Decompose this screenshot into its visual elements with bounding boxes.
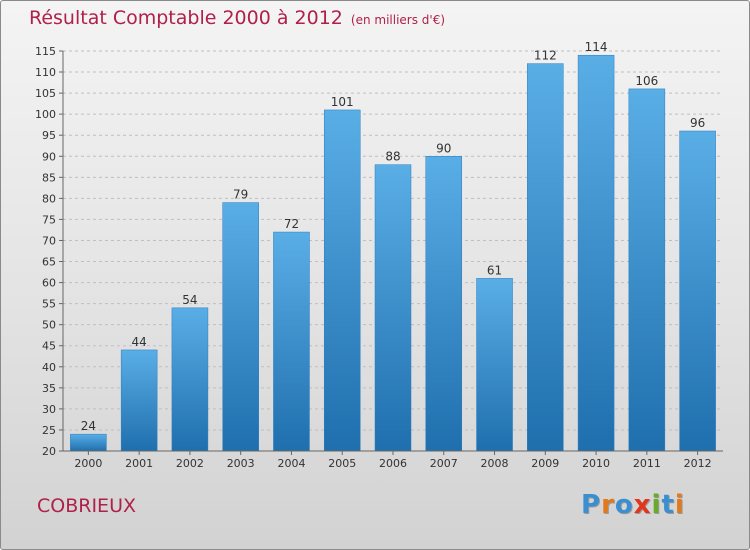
bar-2003 (222, 202, 259, 452)
x-tick-label: 2011 (633, 457, 661, 470)
y-tick-label: 65 (42, 256, 56, 269)
logo-letter: t (661, 490, 675, 520)
bar-2005 (323, 109, 361, 452)
y-tick-label: 75 (42, 213, 56, 226)
x-tick-label: 2006 (379, 457, 407, 470)
logo-letter: x (633, 490, 652, 520)
proxiti-logo[interactable]: Proxiti (581, 490, 685, 520)
x-tick-label: 2010 (582, 457, 610, 470)
bar-2012 (679, 130, 716, 452)
y-tick-label: 20 (42, 445, 56, 458)
logo-letter: i (674, 490, 685, 520)
y-tick-label: 70 (42, 234, 56, 247)
x-axis: 2000 2001 2002 2003 2004 2005 2006 2007 2008 2009… (63, 450, 723, 470)
y-tick-label: 85 (42, 171, 56, 184)
bar-2009 (527, 63, 564, 452)
chart-title: Résultat Comptable 2000 à 2012 (en millie… (29, 7, 445, 29)
y-tick-label: 95 (42, 129, 56, 142)
y-tick-label: 25 (42, 424, 56, 437)
x-tick-label: 2001 (125, 457, 153, 470)
bar-2006 (374, 164, 412, 452)
x-tick-label: 2005 (328, 457, 356, 470)
data-label-2008: 61 (487, 263, 502, 277)
data-label-2007: 90 (436, 141, 451, 155)
y-tick-label: 90 (42, 150, 56, 163)
data-label-2010: 114 (585, 40, 608, 54)
data-label-2006: 88 (385, 150, 400, 164)
commune-name: COBRIEUX (37, 495, 136, 517)
y-tick-label: 80 (42, 192, 56, 205)
y-axis: 20 25 30 35 40 45 50 55 60 65 70 75 80 85 90 95 100 105 11… (35, 45, 64, 458)
logo-letter: i (651, 490, 662, 520)
y-tick-label: 60 (42, 277, 56, 290)
logo-letter: P (581, 490, 602, 520)
logo-letter: o (614, 490, 634, 520)
data-label-2002: 54 (182, 293, 197, 307)
y-tick-label: 105 (35, 87, 56, 100)
bar-2002 (171, 307, 209, 452)
y-tick-label: 35 (42, 382, 56, 395)
data-label-2005: 101 (331, 95, 354, 109)
y-tick-label: 115 (35, 45, 56, 58)
bar-2007 (425, 156, 463, 452)
x-tick-label: 2012 (684, 457, 712, 470)
bar-2004 (273, 231, 310, 452)
y-tick-label: 40 (42, 361, 56, 374)
y-tick-label: 55 (42, 298, 56, 311)
x-tick-label: 2008 (481, 457, 509, 470)
bar-2008 (476, 278, 513, 452)
x-tick-label: 2003 (227, 457, 255, 470)
y-tick-label: 50 (42, 319, 56, 332)
data-label-2003: 79 (233, 188, 248, 202)
logo-letter: r (601, 490, 615, 520)
y-tick-label: 45 (42, 340, 56, 353)
x-tick-label: 2007 (430, 457, 458, 470)
data-label-2000: 24 (81, 419, 96, 433)
data-label-2009: 112 (534, 49, 557, 63)
chart-subtitle: (en milliers d'€) (350, 13, 446, 27)
x-tick-label: 2009 (531, 457, 559, 470)
x-tick-label: 2000 (74, 457, 102, 470)
chart-title-text: Résultat Comptable 2000 à 2012 (29, 7, 343, 29)
bar-2001 (120, 349, 158, 452)
data-label-2004: 72 (284, 217, 299, 231)
bar-2000 (70, 433, 107, 452)
bars: 24 44 54 79 72 101 88 90 61 112 114 106 96 (70, 40, 716, 452)
y-tick-label: 110 (35, 66, 56, 79)
data-label-2011: 106 (635, 74, 658, 88)
bar-2010 (577, 54, 615, 452)
data-label-2012: 96 (690, 116, 705, 130)
y-tick-label: 100 (35, 108, 56, 121)
data-label-2001: 44 (132, 335, 147, 349)
x-tick-label: 2002 (176, 457, 204, 470)
x-tick-label: 2004 (277, 457, 305, 470)
bar-2011 (628, 88, 666, 452)
y-tick-label: 30 (42, 403, 56, 416)
